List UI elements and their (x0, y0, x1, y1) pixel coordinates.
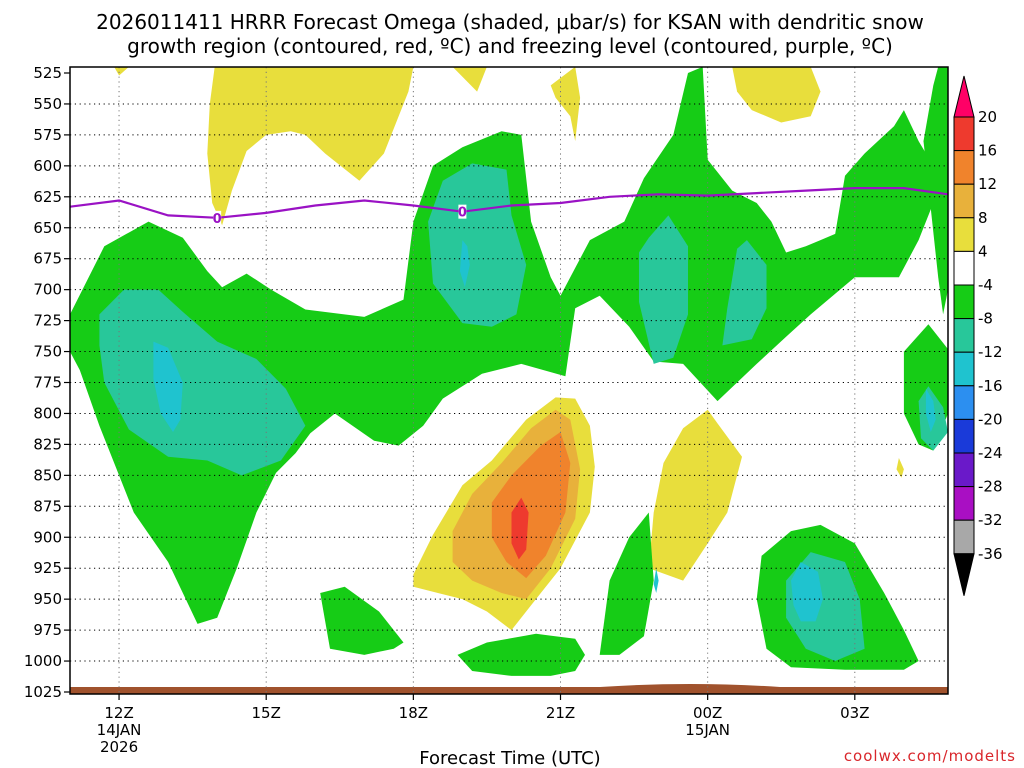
colorbar-segment (953, 519, 975, 555)
colorbar-label: 20 (978, 108, 997, 126)
omega-region-4 (732, 67, 821, 123)
colorbar-segment (953, 183, 975, 219)
y-tick-label: 850 (33, 466, 62, 484)
y-tick-label: 750 (33, 343, 62, 361)
y-axis: 525 550 575 600 625 650 675 700 725 750 775 800 825 8… (24, 64, 70, 701)
omega-region-0 (114, 67, 129, 76)
colorbar-label: -32 (978, 511, 1003, 529)
colorbar-label: 12 (978, 175, 997, 193)
x-axis-label: Forecast Time (UTC) (419, 748, 600, 768)
ground-surface (70, 687, 948, 694)
y-tick-label: 525 (33, 64, 62, 82)
omega-region-12 (923, 67, 948, 315)
freezing-level-label: 0 (213, 212, 222, 227)
colorbar-segment (953, 452, 975, 488)
y-tick-label: 650 (33, 219, 62, 237)
omega-region-10 (511, 497, 529, 560)
y-tick-label: 900 (33, 528, 62, 546)
chart-title-line1: 2026011411 HRRR Forecast Omega (shaded, … (96, 10, 924, 34)
y-tick-label: 950 (33, 590, 62, 608)
colorbar-label: 16 (978, 142, 997, 160)
y-tick-label: 1000 (24, 652, 62, 670)
y-tick-label: 975 (33, 621, 62, 639)
colorbar-segment (953, 250, 975, 286)
colorbar-label: 4 (978, 242, 988, 260)
colorbar-label: -8 (978, 310, 993, 328)
y-tick-label: 925 (33, 559, 62, 577)
omega-region-26 (653, 568, 659, 593)
colorbar-segment (953, 385, 975, 420)
colorbar-label: -36 (978, 545, 1003, 563)
omega-region-1 (207, 67, 414, 226)
y-tick-label: 675 (33, 250, 62, 268)
colorbar-segment (953, 116, 975, 152)
colorbar-segment (953, 150, 975, 185)
y-tick-label: 625 (33, 188, 62, 206)
ground-surface-bump (600, 684, 780, 687)
y-tick-label: 800 (33, 404, 62, 422)
colorbar-label: -16 (978, 377, 1003, 395)
colorbar: 20 16 12 8 4 -4 -8 -12 -16 -20 -24 -28 -32 -36 (953, 75, 1003, 596)
freezing-label-bg (458, 204, 467, 219)
freezing-level-label: 0 (458, 206, 467, 221)
y-tick-label: 875 (33, 497, 62, 515)
y-tick-label: 775 (33, 374, 62, 392)
x-year-label: 2026 (100, 738, 138, 756)
omega-region-21 (722, 240, 767, 346)
colorbar-segment (953, 284, 975, 320)
omega-region-6 (648, 409, 742, 581)
omega-region-5 (896, 458, 904, 478)
colorbar-label: -28 (978, 478, 1003, 496)
omega-region-19 (428, 163, 527, 327)
colorbar-bottom-arrow (953, 553, 975, 596)
colorbar-segment (953, 351, 975, 387)
colorbar-segment (953, 318, 975, 353)
colorbar-label: 8 (978, 209, 988, 227)
x-tick-label: 00Z (693, 704, 722, 722)
omega-region-9 (491, 432, 571, 579)
y-tick-label: 825 (33, 435, 62, 453)
x-date-label: 15JAN (685, 721, 730, 739)
omega-region-15 (320, 586, 404, 655)
x-tick-label: 03Z (840, 704, 869, 722)
omega-region-14 (599, 512, 654, 655)
omega-region-20 (639, 215, 688, 364)
freezing-label-bg (213, 210, 222, 225)
y-tick-label: 550 (33, 95, 62, 113)
omega-region-28 (791, 562, 823, 622)
y-tick-label: 700 (33, 281, 62, 299)
colorbar-label: -20 (978, 410, 1003, 428)
colorbar-label: -4 (978, 276, 993, 294)
x-tick-label: 18Z (399, 704, 428, 722)
x-date-label: 14JAN (97, 721, 142, 739)
plot-frame (69, 66, 949, 695)
colorbar-segment (953, 418, 975, 454)
y-tick-label: 1025 (24, 683, 62, 701)
omega-region-16 (457, 633, 585, 676)
colorbar-label: -24 (978, 444, 1003, 462)
colorbar-segment (953, 486, 975, 521)
y-tick-label: 725 (33, 312, 62, 330)
omega-region-27 (925, 388, 936, 432)
y-tick-label: 575 (33, 126, 62, 144)
omega-region-24 (153, 341, 183, 432)
chart-title-line2: growth region (contoured, red, ºC) and f… (127, 34, 893, 58)
omega-region-18 (99, 289, 306, 476)
omega-region-11 (70, 67, 939, 624)
omega-region-25 (459, 240, 470, 288)
y-tick-label: 600 (33, 157, 62, 175)
omega-region-2 (452, 67, 487, 92)
x-tick-label: 12Z (104, 704, 133, 722)
x-tick-label: 21Z (546, 704, 575, 722)
colorbar-label: -12 (978, 343, 1003, 361)
credit-text: coolwx.com/modelts (844, 747, 1016, 765)
colorbar-segment (953, 217, 975, 252)
x-tick-label: 15Z (252, 704, 281, 722)
colorbar-top-arrow (953, 75, 975, 118)
